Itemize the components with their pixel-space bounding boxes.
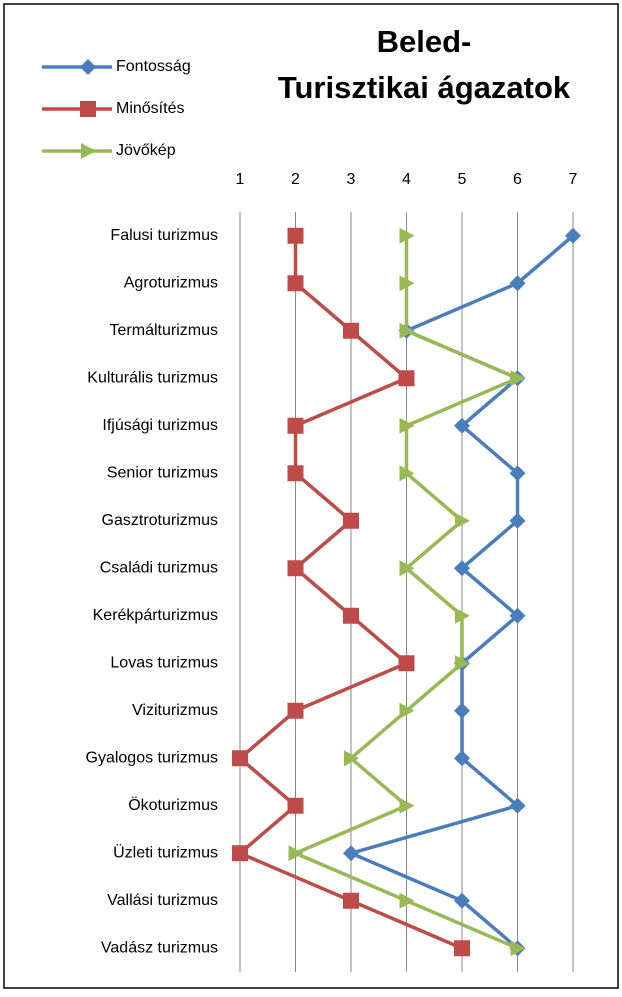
legend-label: Minősítés: [116, 100, 184, 117]
y-tick-label: Termálturizmus: [110, 322, 218, 339]
marker: [509, 465, 526, 482]
marker: [398, 370, 415, 387]
marker: [344, 750, 359, 767]
series-line: [238, 235, 463, 950]
marker: [81, 143, 96, 159]
marker: [509, 797, 526, 814]
marker: [232, 750, 248, 767]
y-tick-label: Lovas turizmus: [110, 654, 218, 671]
marker: [287, 702, 304, 719]
marker: [287, 560, 304, 577]
y-tick-label: Vadász turizmus: [101, 939, 218, 956]
marker: [454, 702, 470, 719]
marker: [454, 892, 470, 909]
marker: [287, 417, 304, 434]
x-tick-label: 5: [458, 171, 467, 188]
marker: [454, 417, 470, 434]
marker: [80, 101, 96, 117]
series-line: [293, 235, 520, 950]
marker: [399, 227, 415, 244]
y-tick-label: Családi turizmus: [100, 559, 218, 576]
marker: [454, 560, 470, 577]
y-tick-label: Kulturális turizmus: [87, 369, 218, 386]
marker: [455, 655, 470, 672]
marker: [343, 892, 359, 909]
marker: [287, 227, 304, 244]
marker: [455, 607, 470, 624]
y-tick-label: Ökoturizmus: [128, 796, 218, 814]
y-tick-label: Senior turizmus: [107, 464, 218, 481]
marker: [399, 797, 415, 814]
marker: [287, 797, 304, 814]
y-tick-label: Ifjúsági turizmus: [102, 417, 218, 434]
marker: [343, 322, 359, 339]
y-tick-label: Gyalogos turizmus: [86, 749, 219, 766]
x-tick-label: 1: [236, 171, 245, 188]
marker: [455, 512, 470, 529]
y-tick-label: Gasztroturizmus: [102, 512, 218, 529]
y-tick-label: Falusi turizmus: [110, 227, 218, 244]
y-tick-label: Agroturizmus: [124, 274, 218, 291]
marker: [343, 845, 359, 862]
marker: [454, 940, 470, 957]
marker: [399, 465, 415, 482]
x-tick-label: 6: [513, 171, 522, 188]
marker: [510, 940, 526, 957]
x-tick-label: 2: [291, 171, 300, 188]
y-tick-label: Vallási turizmus: [107, 892, 218, 909]
x-tick-label: 3: [347, 171, 356, 188]
y-tick-label: Kerékpárturizmus: [93, 607, 218, 624]
x-tick-label: 7: [569, 171, 578, 188]
marker: [510, 370, 526, 387]
marker: [399, 560, 415, 577]
marker: [565, 227, 581, 244]
marker: [343, 607, 359, 624]
marker: [454, 750, 470, 767]
marker: [287, 275, 304, 292]
marker: [509, 607, 526, 624]
marker: [399, 322, 415, 339]
marker: [232, 845, 248, 862]
legend-label: Jövőkép: [116, 142, 176, 159]
marker: [399, 702, 415, 719]
marker: [398, 655, 415, 672]
marker: [80, 59, 96, 75]
marker: [287, 465, 304, 482]
marker: [343, 512, 359, 529]
y-tick-label: Viziturizmus: [132, 702, 218, 719]
frame: [3, 3, 619, 989]
y-tick-label: Üzleti turizmus: [113, 843, 218, 861]
chart-title: Beled-: [377, 24, 472, 59]
marker: [399, 417, 415, 434]
marker: [288, 845, 304, 862]
marker: [509, 275, 526, 292]
chart-title: Turisztikai ágazatok: [278, 70, 571, 105]
legend-label: Fontosság: [116, 58, 191, 75]
marker: [399, 892, 415, 909]
marker: [399, 275, 415, 292]
x-tick-label: 4: [402, 171, 411, 188]
marker: [509, 512, 526, 529]
